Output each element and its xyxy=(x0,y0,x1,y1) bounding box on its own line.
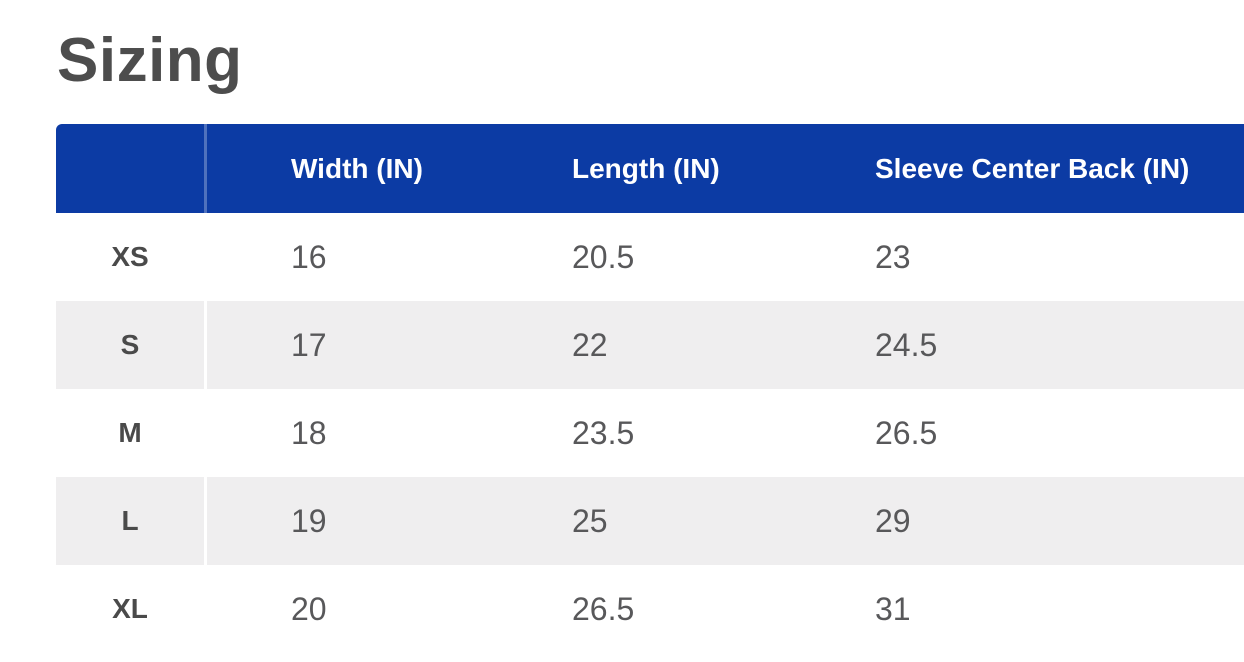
sleeve-value-cell: 31 xyxy=(791,565,1244,653)
width-value-cell: 17 xyxy=(207,301,488,389)
sizing-table-header: Width (IN) Length (IN) Sleeve Center Bac… xyxy=(56,124,1244,213)
column-header-width: Width (IN) xyxy=(207,124,488,213)
width-value-cell: 18 xyxy=(207,389,488,477)
sleeve-value-cell: 24.5 xyxy=(791,301,1244,389)
sleeve-value-cell: 29 xyxy=(791,477,1244,565)
width-value-cell: 19 xyxy=(207,477,488,565)
length-value-cell: 20.5 xyxy=(488,213,791,301)
sleeve-value-cell: 26.5 xyxy=(791,389,1244,477)
sizing-table-container: Width (IN) Length (IN) Sleeve Center Bac… xyxy=(56,124,1244,653)
length-value-cell: 26.5 xyxy=(488,565,791,653)
table-row-xl: XL 20 26.5 31 xyxy=(56,565,1244,653)
length-value-cell: 22 xyxy=(488,301,791,389)
sizing-table-body: XS 16 20.5 23 S 17 22 24.5 M 18 23.5 26.… xyxy=(56,213,1244,653)
table-row-xs: XS 16 20.5 23 xyxy=(56,213,1244,301)
table-row-s: S 17 22 24.5 xyxy=(56,301,1244,389)
page-title: Sizing xyxy=(57,26,243,95)
table-row-l: L 19 25 29 xyxy=(56,477,1244,565)
column-header-blank xyxy=(56,124,207,213)
length-value-cell: 25 xyxy=(488,477,791,565)
sizing-table: Width (IN) Length (IN) Sleeve Center Bac… xyxy=(56,124,1244,653)
width-value-cell: 20 xyxy=(207,565,488,653)
column-header-length: Length (IN) xyxy=(488,124,791,213)
size-label-cell: M xyxy=(56,389,207,477)
size-label-cell: S xyxy=(56,301,207,389)
sleeve-value-cell: 23 xyxy=(791,213,1244,301)
column-header-sleeve-center-back: Sleeve Center Back (IN) xyxy=(791,124,1244,213)
size-label-cell: XS xyxy=(56,213,207,301)
header-row: Width (IN) Length (IN) Sleeve Center Bac… xyxy=(56,124,1244,213)
table-row-m: M 18 23.5 26.5 xyxy=(56,389,1244,477)
width-value-cell: 16 xyxy=(207,213,488,301)
size-label-cell: L xyxy=(56,477,207,565)
size-label-cell: XL xyxy=(56,565,207,653)
length-value-cell: 23.5 xyxy=(488,389,791,477)
